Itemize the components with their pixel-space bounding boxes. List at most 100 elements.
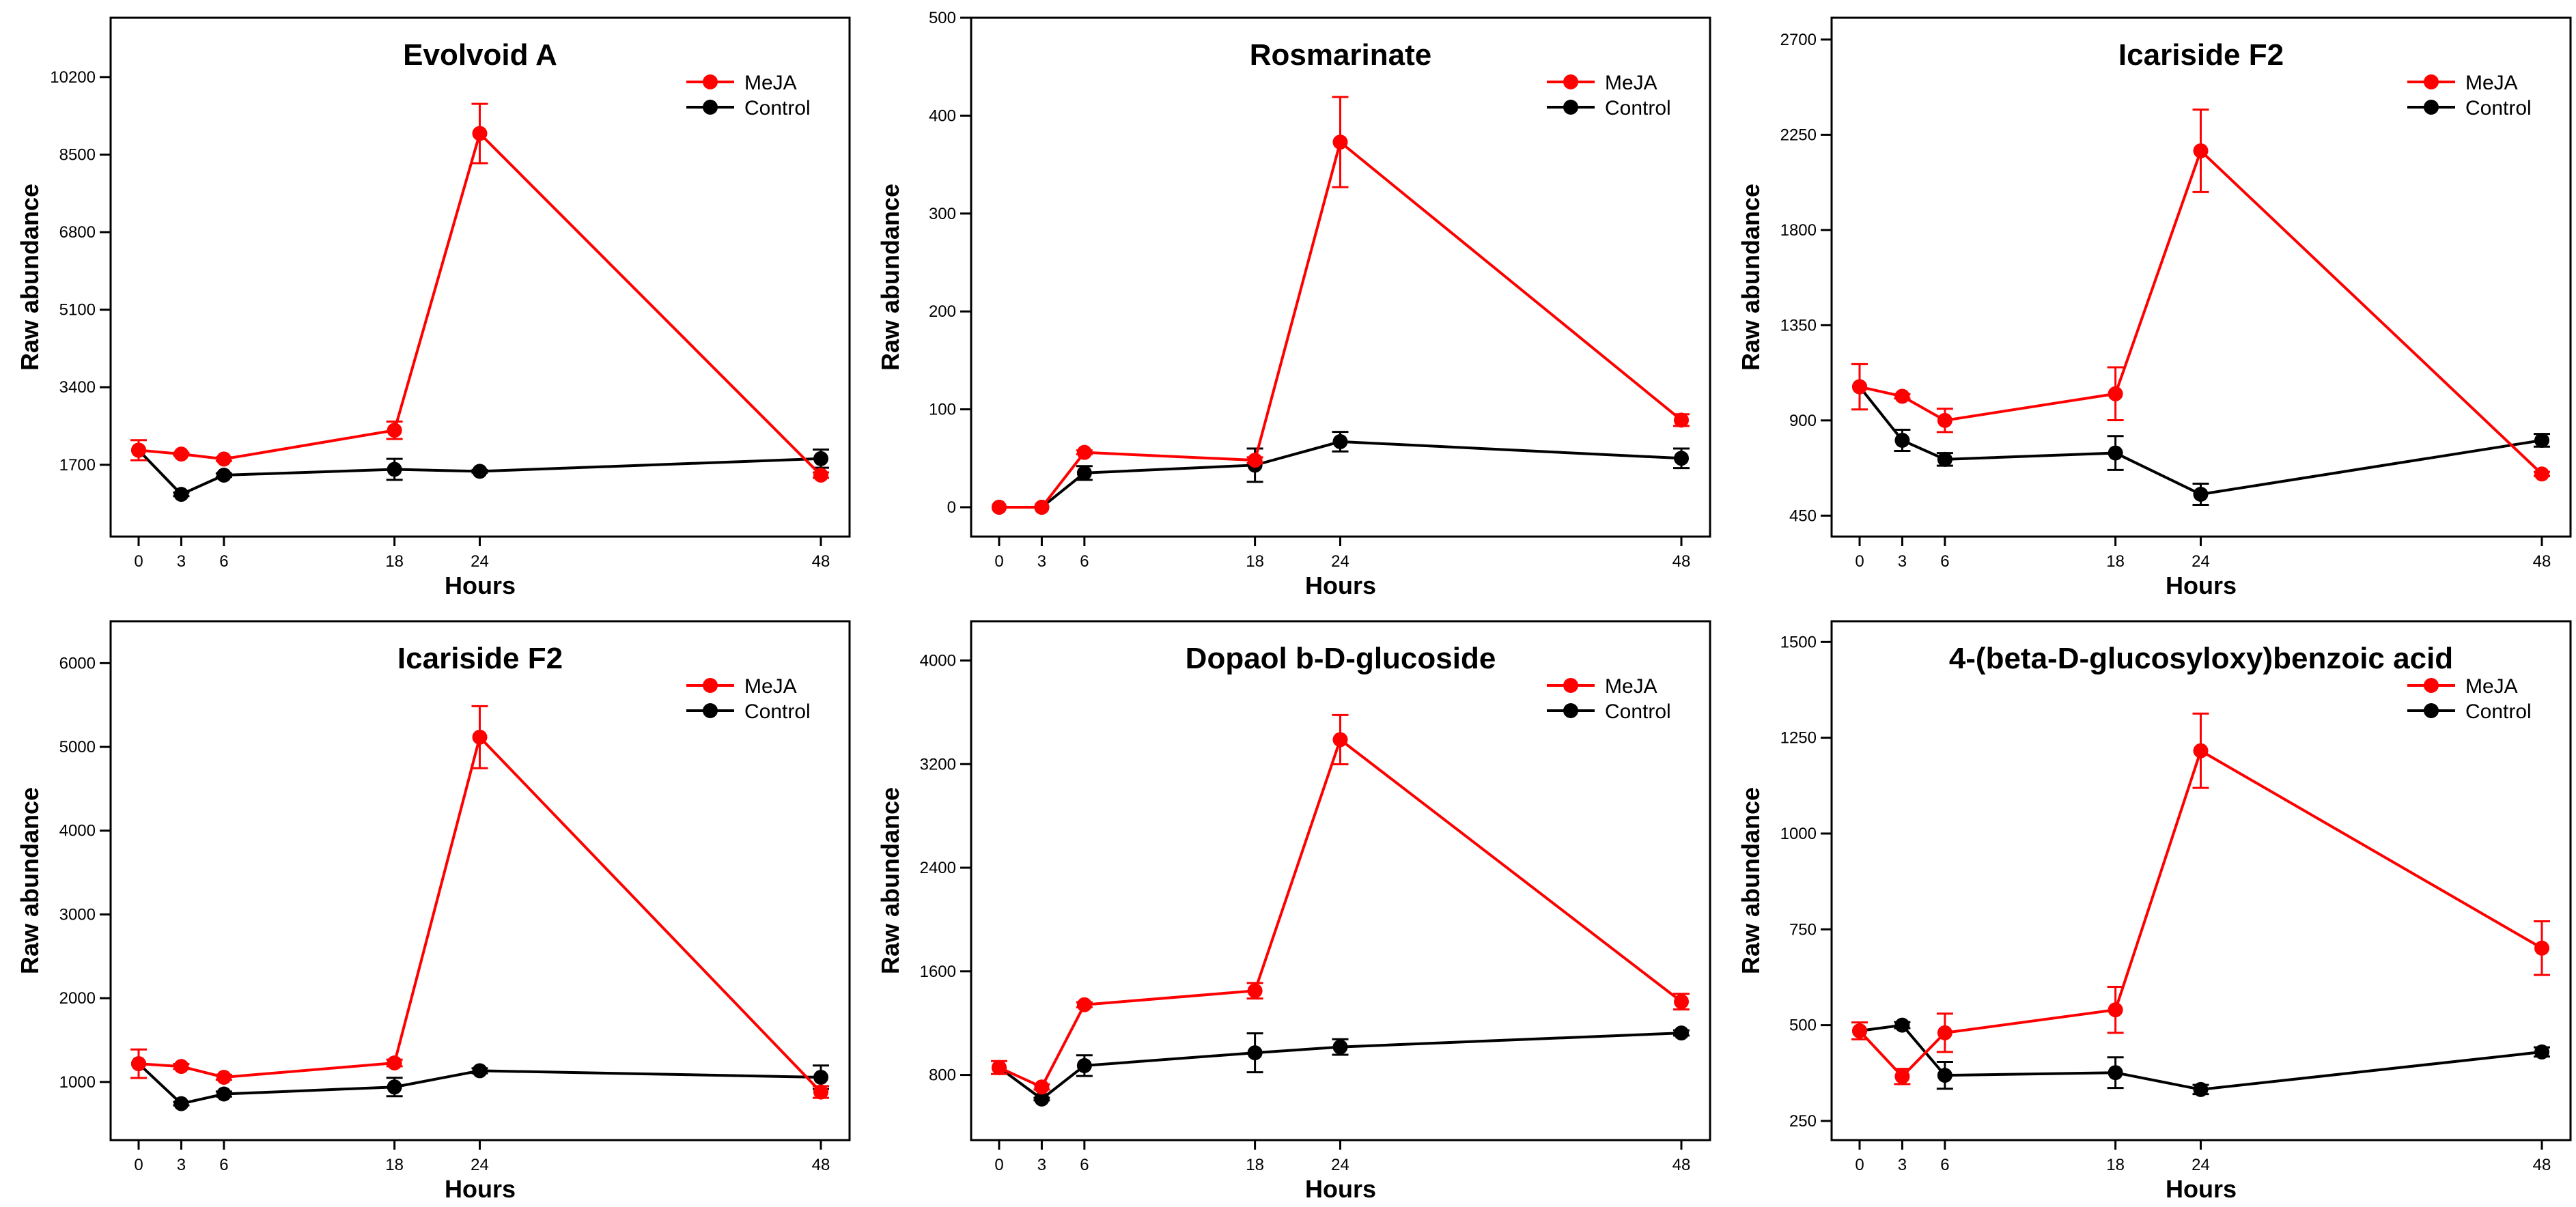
data-point xyxy=(472,464,488,479)
y-tick-label: 3200 xyxy=(920,755,956,773)
series-meja xyxy=(1851,712,2550,1085)
x-tick-label: 0 xyxy=(1855,552,1864,571)
y-tick-label: 1000 xyxy=(59,1073,96,1092)
x-tick-label: 18 xyxy=(2106,552,2125,571)
data-point xyxy=(1332,732,1348,748)
y-tick-label: 1500 xyxy=(1780,633,1817,651)
y-tick-label: 1000 xyxy=(1780,825,1817,843)
data-point xyxy=(131,442,146,458)
x-tick-label: 18 xyxy=(385,1156,404,1174)
y-axis-label: Raw abundance xyxy=(876,787,904,974)
chart-title: Dopaol b-D-glucoside xyxy=(1186,642,1496,675)
data-point xyxy=(1076,465,1092,481)
data-point xyxy=(2534,1044,2549,1060)
y-tick-label: 6800 xyxy=(59,223,96,242)
series-control xyxy=(131,442,829,502)
legend-label: MeJA xyxy=(744,675,797,698)
legend-label: MeJA xyxy=(2465,72,2518,94)
x-tick-label: 3 xyxy=(1037,1156,1046,1174)
plot-frame xyxy=(109,620,851,1141)
chart-panel: Icariside F2 1000 2000 3000 4000 5000 6000 0 3 6 1… xyxy=(0,604,858,1207)
legend-marker xyxy=(2424,74,2439,89)
x-tick-label: 48 xyxy=(2533,1156,2551,1174)
data-point xyxy=(173,1096,189,1111)
x-tick-label: 24 xyxy=(1331,552,1349,571)
x-axis-label: Hours xyxy=(445,571,516,599)
data-point xyxy=(2193,1081,2209,1097)
data-point xyxy=(216,1069,232,1085)
data-point xyxy=(1076,444,1092,460)
data-point xyxy=(1937,412,1952,428)
x-tick-label: 18 xyxy=(1246,1156,1264,1174)
y-axis-label: Raw abundance xyxy=(1737,184,1765,371)
data-point xyxy=(2534,432,2549,448)
data-point xyxy=(813,467,828,483)
y-tick-label: 8500 xyxy=(59,145,96,164)
legend-marker xyxy=(703,74,718,89)
data-point xyxy=(2193,143,2209,158)
x-tick-label: 3 xyxy=(177,552,186,571)
series-line xyxy=(137,449,822,496)
legend-marker xyxy=(703,678,718,693)
x-axis-label: Hours xyxy=(1305,1175,1376,1203)
data-point xyxy=(1076,997,1092,1012)
data-point xyxy=(1247,453,1263,468)
series-control xyxy=(1852,1017,2550,1097)
data-point xyxy=(387,462,402,477)
chart-svg: Icariside F2 1000 2000 3000 4000 5000 6000 0 3 6 1… xyxy=(16,620,851,1203)
chart-svg: Dopaol b-D-glucoside 800 1600 2400 3200 4000 0… xyxy=(876,620,1711,1203)
data-point xyxy=(1247,983,1263,999)
data-point xyxy=(387,1055,402,1070)
y-tick-label: 3000 xyxy=(59,905,96,924)
x-tick-label: 6 xyxy=(1080,1156,1089,1174)
series-meja xyxy=(1851,109,2550,482)
chart-panel: Evolvoid A 1700 3400 5100 6800 8500 10200 0 3 6 18… xyxy=(0,0,858,604)
data-point xyxy=(216,467,232,483)
y-tick-label: 250 xyxy=(1789,1112,1817,1131)
y-tick-label: 450 xyxy=(1789,507,1817,525)
x-tick-label: 24 xyxy=(471,1156,489,1174)
y-tick-label: 6000 xyxy=(59,654,96,672)
legend-marker xyxy=(1563,74,1578,89)
chart-svg: Icariside F2 450 900 1350 1800 2250 2700 0 3 6 18 2… xyxy=(1737,16,2572,599)
series-line xyxy=(1859,1023,2543,1091)
data-point xyxy=(216,451,232,467)
data-point xyxy=(131,1056,146,1072)
chart-panel: Dopaol b-D-glucoside 800 1600 2400 3200 4000 0… xyxy=(860,604,1719,1207)
y-tick-label: 200 xyxy=(929,302,956,321)
data-point xyxy=(1937,1025,1952,1040)
y-tick-label: 10200 xyxy=(50,68,96,87)
data-point xyxy=(1894,1017,1910,1033)
x-tick-label: 48 xyxy=(1672,552,1691,571)
data-point xyxy=(1247,1045,1263,1061)
series-meja xyxy=(130,102,829,483)
x-axis-label: Hours xyxy=(1305,571,1376,599)
data-point xyxy=(813,1084,828,1100)
y-tick-label: 1350 xyxy=(1780,316,1817,335)
x-axis-label: Hours xyxy=(445,1175,516,1203)
x-tick-label: 48 xyxy=(812,552,830,571)
y-tick-label: 1250 xyxy=(1780,729,1817,748)
data-point xyxy=(1894,1068,1910,1084)
data-point xyxy=(1852,379,1867,395)
data-point xyxy=(2534,466,2549,482)
y-tick-label: 500 xyxy=(1789,1017,1817,1035)
series-line xyxy=(138,130,822,477)
y-tick-label: 5100 xyxy=(59,301,96,320)
data-point xyxy=(1332,134,1348,150)
chart-svg: 4-(beta-D-glucosyloxy)benzoic acid 250 500… xyxy=(1737,620,2572,1203)
data-point xyxy=(173,1059,189,1075)
series-line xyxy=(1858,386,2543,496)
legend-label: MeJA xyxy=(744,72,797,94)
data-point xyxy=(472,126,488,141)
y-tick-label: 5000 xyxy=(59,738,96,756)
legend-marker xyxy=(2424,678,2439,693)
legend-marker xyxy=(703,100,718,115)
x-tick-label: 3 xyxy=(1898,552,1907,571)
y-tick-label: 2000 xyxy=(59,989,96,1008)
x-tick-label: 6 xyxy=(1080,552,1089,571)
series-meja xyxy=(991,713,1690,1095)
x-tick-label: 48 xyxy=(812,1156,830,1174)
